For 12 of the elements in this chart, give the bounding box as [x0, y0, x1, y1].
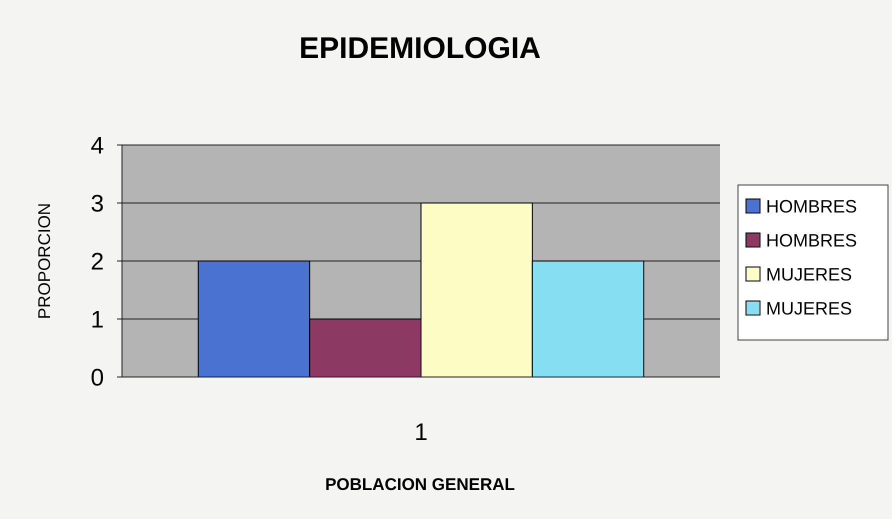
legend-label: HOMBRES	[766, 230, 858, 250]
x-axis-title: POBLACION GENERAL	[325, 475, 515, 494]
legend-label: MUJERES	[766, 298, 852, 318]
legend-label: MUJERES	[766, 264, 852, 284]
y-axis-title: PROPORCION	[35, 202, 54, 320]
legend-label: HOMBRES	[766, 196, 858, 216]
y-tick-label: 0	[90, 364, 104, 392]
y-tick-label: 4	[90, 132, 104, 160]
y-tick-label: 3	[90, 190, 104, 218]
y-tick-label: 2	[90, 248, 104, 276]
chart-title: EPIDEMIOLOGIA	[299, 32, 541, 65]
y-tick-label: 1	[90, 306, 104, 334]
